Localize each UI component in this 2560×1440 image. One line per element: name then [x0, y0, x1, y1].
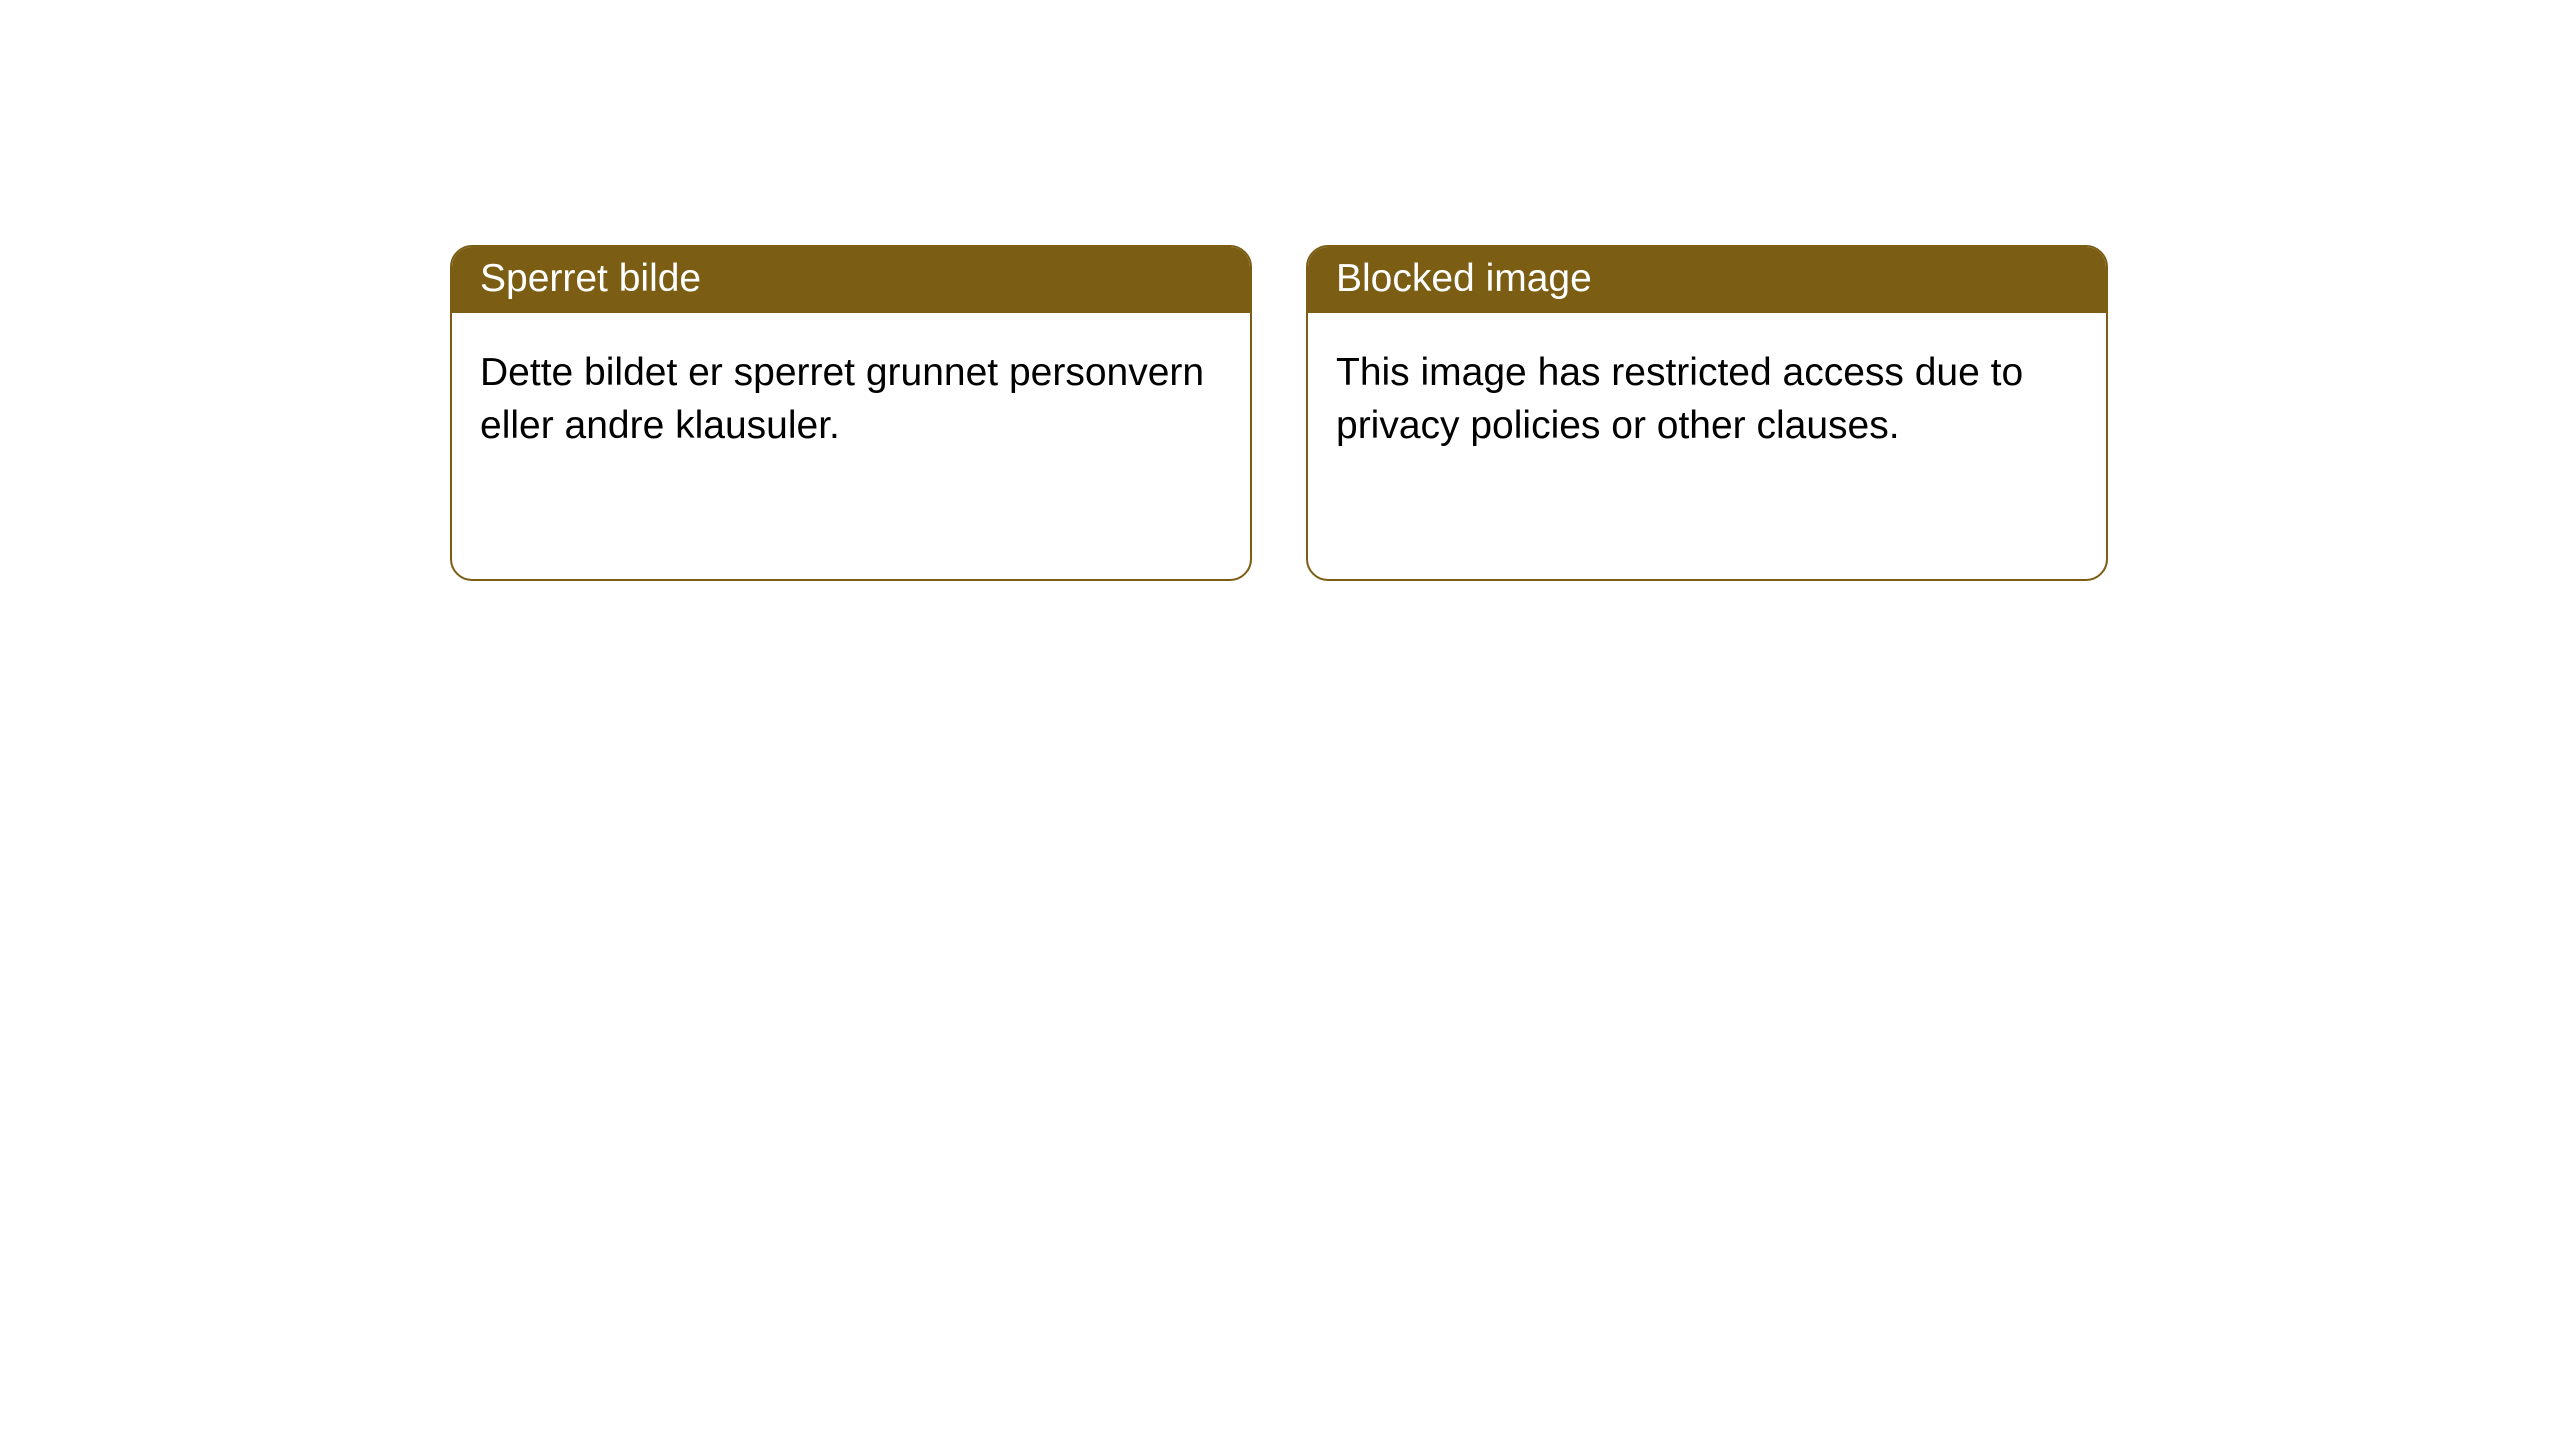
blocked-image-card-norwegian: Sperret bilde Dette bildet er sperret gr…	[450, 245, 1252, 581]
card-body-norwegian: Dette bildet er sperret grunnet personve…	[452, 313, 1250, 486]
card-message-norwegian: Dette bildet er sperret grunnet personve…	[480, 351, 1204, 447]
card-header-norwegian: Sperret bilde	[452, 247, 1250, 313]
card-message-english: This image has restricted access due to …	[1336, 351, 2023, 447]
blocked-image-card-english: Blocked image This image has restricted …	[1306, 245, 2108, 581]
notice-container: Sperret bilde Dette bildet er sperret gr…	[450, 245, 2108, 581]
card-title-english: Blocked image	[1336, 257, 1592, 300]
card-body-english: This image has restricted access due to …	[1308, 313, 2106, 486]
card-header-english: Blocked image	[1308, 247, 2106, 313]
card-title-norwegian: Sperret bilde	[480, 257, 701, 300]
